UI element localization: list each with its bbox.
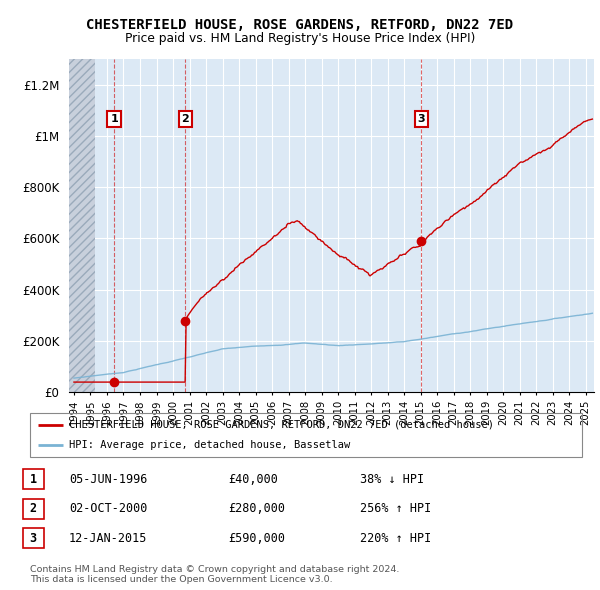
Bar xyxy=(69,59,95,392)
Text: £280,000: £280,000 xyxy=(228,502,285,515)
Text: 256% ↑ HPI: 256% ↑ HPI xyxy=(360,502,431,515)
Text: 05-JUN-1996: 05-JUN-1996 xyxy=(69,473,148,486)
Text: 2: 2 xyxy=(182,114,189,124)
Text: 12-JAN-2015: 12-JAN-2015 xyxy=(69,532,148,545)
Text: Contains HM Land Registry data © Crown copyright and database right 2024.
This d: Contains HM Land Registry data © Crown c… xyxy=(30,565,400,584)
Text: £40,000: £40,000 xyxy=(228,473,278,486)
Text: 220% ↑ HPI: 220% ↑ HPI xyxy=(360,532,431,545)
Text: 1: 1 xyxy=(29,473,37,486)
Text: 1: 1 xyxy=(110,114,118,124)
Text: HPI: Average price, detached house, Bassetlaw: HPI: Average price, detached house, Bass… xyxy=(68,440,350,450)
Text: Price paid vs. HM Land Registry's House Price Index (HPI): Price paid vs. HM Land Registry's House … xyxy=(125,32,475,45)
Text: 38% ↓ HPI: 38% ↓ HPI xyxy=(360,473,424,486)
Text: 2: 2 xyxy=(29,502,37,515)
Text: 3: 3 xyxy=(29,532,37,545)
Text: CHESTERFIELD HOUSE, ROSE GARDENS, RETFORD, DN22 7ED: CHESTERFIELD HOUSE, ROSE GARDENS, RETFOR… xyxy=(86,18,514,32)
Text: £590,000: £590,000 xyxy=(228,532,285,545)
Text: 3: 3 xyxy=(418,114,425,124)
Text: 02-OCT-2000: 02-OCT-2000 xyxy=(69,502,148,515)
Text: CHESTERFIELD HOUSE, ROSE GARDENS, RETFORD, DN22 7ED (detached house): CHESTERFIELD HOUSE, ROSE GARDENS, RETFOR… xyxy=(68,420,494,430)
